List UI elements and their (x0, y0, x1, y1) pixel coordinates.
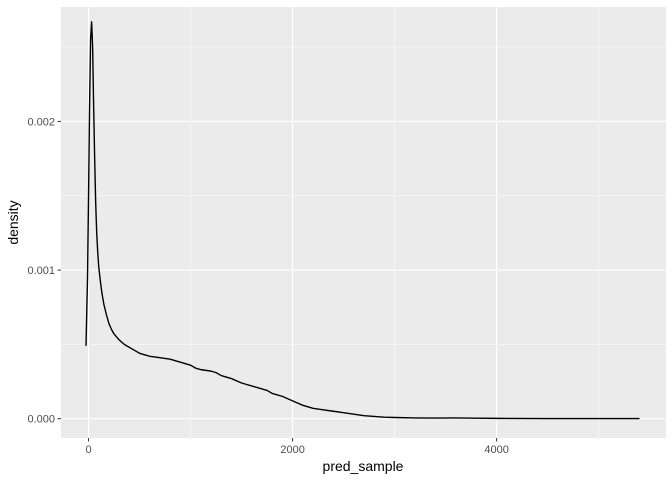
x-axis-title: pred_sample (323, 458, 404, 474)
y-axis: 0.000 0.001 0.002 (27, 116, 61, 426)
x-tick-label: 2000 (280, 444, 304, 456)
plot-panel (61, 7, 666, 438)
grid-minor (61, 7, 666, 438)
x-tick-label: 0 (85, 444, 91, 456)
x-axis: 0 2000 4000 (85, 438, 509, 456)
density-line (85, 21, 640, 420)
x-tick-label: 4000 (484, 444, 508, 456)
y-tick-label: 0.001 (27, 265, 55, 277)
y-tick-label: 0.002 (27, 116, 55, 128)
y-axis-title: density (5, 200, 21, 244)
y-tick-label: 0.000 (27, 414, 55, 426)
